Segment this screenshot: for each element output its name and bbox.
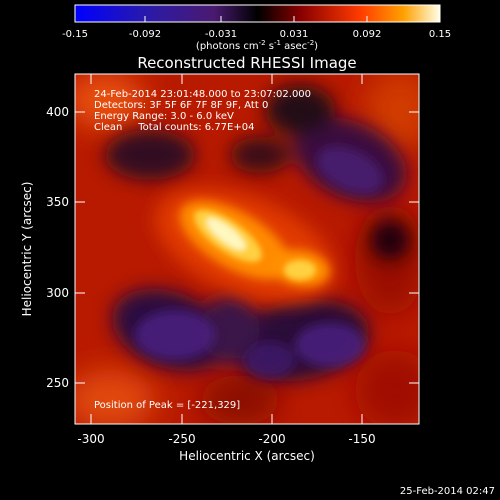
colorbar-tick-label: 0.092 — [353, 29, 382, 40]
x-tick-label: -300 — [77, 432, 104, 446]
annotation-detectors: Detectors: 3F 5F 6F 7F 8F 9F, Att 0 — [94, 100, 268, 111]
rhessi-image — [75, 74, 419, 424]
purple-regions — [135, 146, 383, 378]
colorbar-tick-label: 0.15 — [429, 29, 451, 40]
y-tick-label: 300 — [46, 286, 69, 300]
x-tick-label: -150 — [348, 432, 375, 446]
colorbar-gradient — [74, 4, 441, 23]
plot-title: Reconstructed RHESSI Image — [137, 54, 356, 72]
plot-frame — [74, 73, 420, 425]
annotation-block: 24-Feb-2014 23:01:48.000 to 23:07:02.000… — [94, 89, 311, 133]
footer-timestamp: 25-Feb-2014 02:47 — [400, 486, 495, 497]
peak-position-label: Position of Peak = [-221,329] — [94, 400, 240, 411]
axis-ticks — [75, 74, 419, 424]
y-tick-label: 250 — [46, 376, 69, 390]
colorbar-tick-label: -0.15 — [62, 29, 88, 40]
x-axis-label: Heliocentric X (arcsec) — [179, 449, 315, 463]
colorbar-tick-label: 0.031 — [280, 29, 309, 40]
y-tick-label: 350 — [46, 195, 69, 209]
y-tick-label: 400 — [46, 105, 69, 119]
x-tick-label: -200 — [258, 432, 285, 446]
colorbar-ticks — [74, 16, 441, 22]
colorbar-unit-label: (photons cm-2 s-1 asec-2) — [196, 39, 318, 52]
colorbar-tick-label: -0.092 — [129, 29, 161, 40]
colorbar: -0.15 -0.092 -0.031 0.031 0.092 0.15 (ph… — [62, 4, 451, 52]
annotation-time-range: 24-Feb-2014 23:01:48.000 to 23:07:02.000 — [94, 89, 311, 100]
flare-core — [194, 209, 316, 280]
annotation-energy-range: Energy Range: 3.0 - 6.0 keV — [94, 111, 234, 122]
colorbar-tick-label: -0.031 — [205, 29, 237, 40]
y-axis-label: Heliocentric Y (arcsec) — [20, 182, 34, 317]
x-tick-label: -250 — [168, 432, 195, 446]
annotation-clean-counts: Clean Total counts: 6.77E+04 — [94, 122, 254, 133]
